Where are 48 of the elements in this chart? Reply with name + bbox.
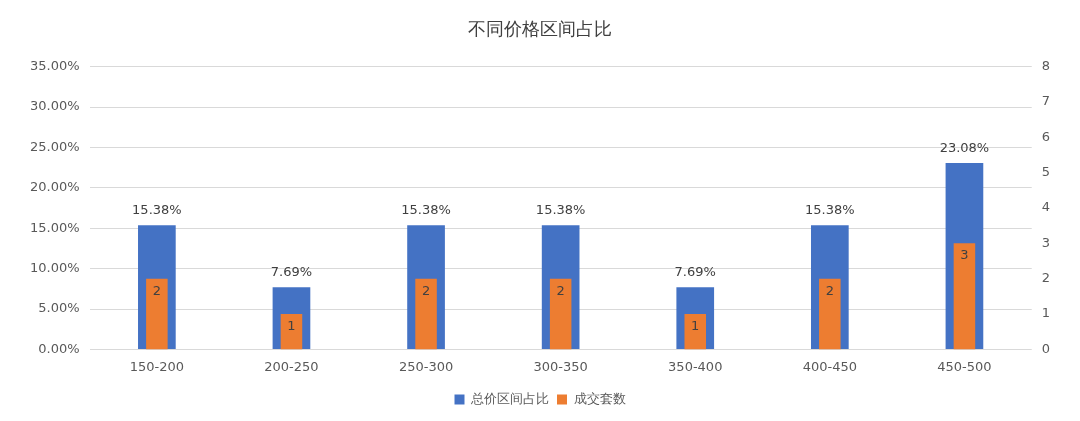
legend-label: 总价区间占比 bbox=[470, 390, 549, 406]
x-tick-label: 350-400 bbox=[668, 358, 723, 374]
data-label: 2 bbox=[152, 282, 162, 298]
x-tick-label: 300-350 bbox=[533, 358, 588, 374]
data-label: 2 bbox=[825, 282, 834, 298]
y2-tick-label: 7 bbox=[1041, 93, 1051, 109]
y-tick-label: 30.00% bbox=[29, 98, 80, 114]
x-tick-label: 400-450 bbox=[802, 358, 857, 374]
y-tick-label: 5.00% bbox=[38, 300, 80, 316]
data-label: 3 bbox=[960, 247, 969, 263]
y2-tick-label: 4 bbox=[1041, 199, 1051, 215]
data-label: 15.38% bbox=[805, 202, 855, 217]
x-tick-label: 450-500 bbox=[937, 358, 992, 374]
bar bbox=[953, 243, 976, 350]
y-tick-label: 0.00% bbox=[38, 340, 80, 356]
x-tick-label: 150-200 bbox=[129, 358, 185, 374]
y2-tick-label: 8 bbox=[1041, 57, 1051, 73]
x-tick-label: 250-300 bbox=[398, 358, 454, 374]
data-label: 7.69% bbox=[674, 264, 716, 280]
data-label: 15.38% bbox=[132, 202, 182, 217]
y-tick-label: 20.00% bbox=[29, 179, 80, 195]
y2-tick-label: 6 bbox=[1041, 128, 1051, 144]
y-tick-label: 10.00% bbox=[29, 259, 80, 275]
y-tick-label: 25.00% bbox=[29, 138, 80, 154]
y2-tick-label: 2 bbox=[1041, 270, 1051, 286]
bar bbox=[146, 278, 168, 350]
bar bbox=[549, 278, 572, 350]
data-label: 7.69% bbox=[270, 264, 313, 280]
y-tick-label: 35.00% bbox=[29, 57, 80, 73]
bar bbox=[684, 314, 707, 350]
legend-label: 成交套数 bbox=[573, 390, 626, 406]
data-label: 15.38% bbox=[535, 202, 586, 217]
data-label: 2 bbox=[421, 282, 431, 298]
data-label: 15.38% bbox=[401, 202, 451, 217]
y2-tick-label: 3 bbox=[1041, 234, 1051, 250]
x-tick-label: 200-250 bbox=[264, 358, 319, 374]
data-label: 1 bbox=[691, 317, 700, 333]
data-label: 2 bbox=[556, 282, 565, 298]
bar bbox=[819, 278, 841, 350]
data-label: 23.08% bbox=[939, 139, 990, 155]
chart-title: 不同价格区间占比 bbox=[468, 18, 612, 40]
y2-tick-label: 0 bbox=[1041, 340, 1051, 356]
y-tick-label: 15.00% bbox=[29, 219, 80, 235]
data-label: 1 bbox=[287, 317, 296, 333]
y2-tick-label: 5 bbox=[1041, 164, 1051, 180]
y2-tick-label: 1 bbox=[1041, 305, 1051, 321]
bar bbox=[280, 314, 303, 350]
bar bbox=[415, 278, 437, 350]
